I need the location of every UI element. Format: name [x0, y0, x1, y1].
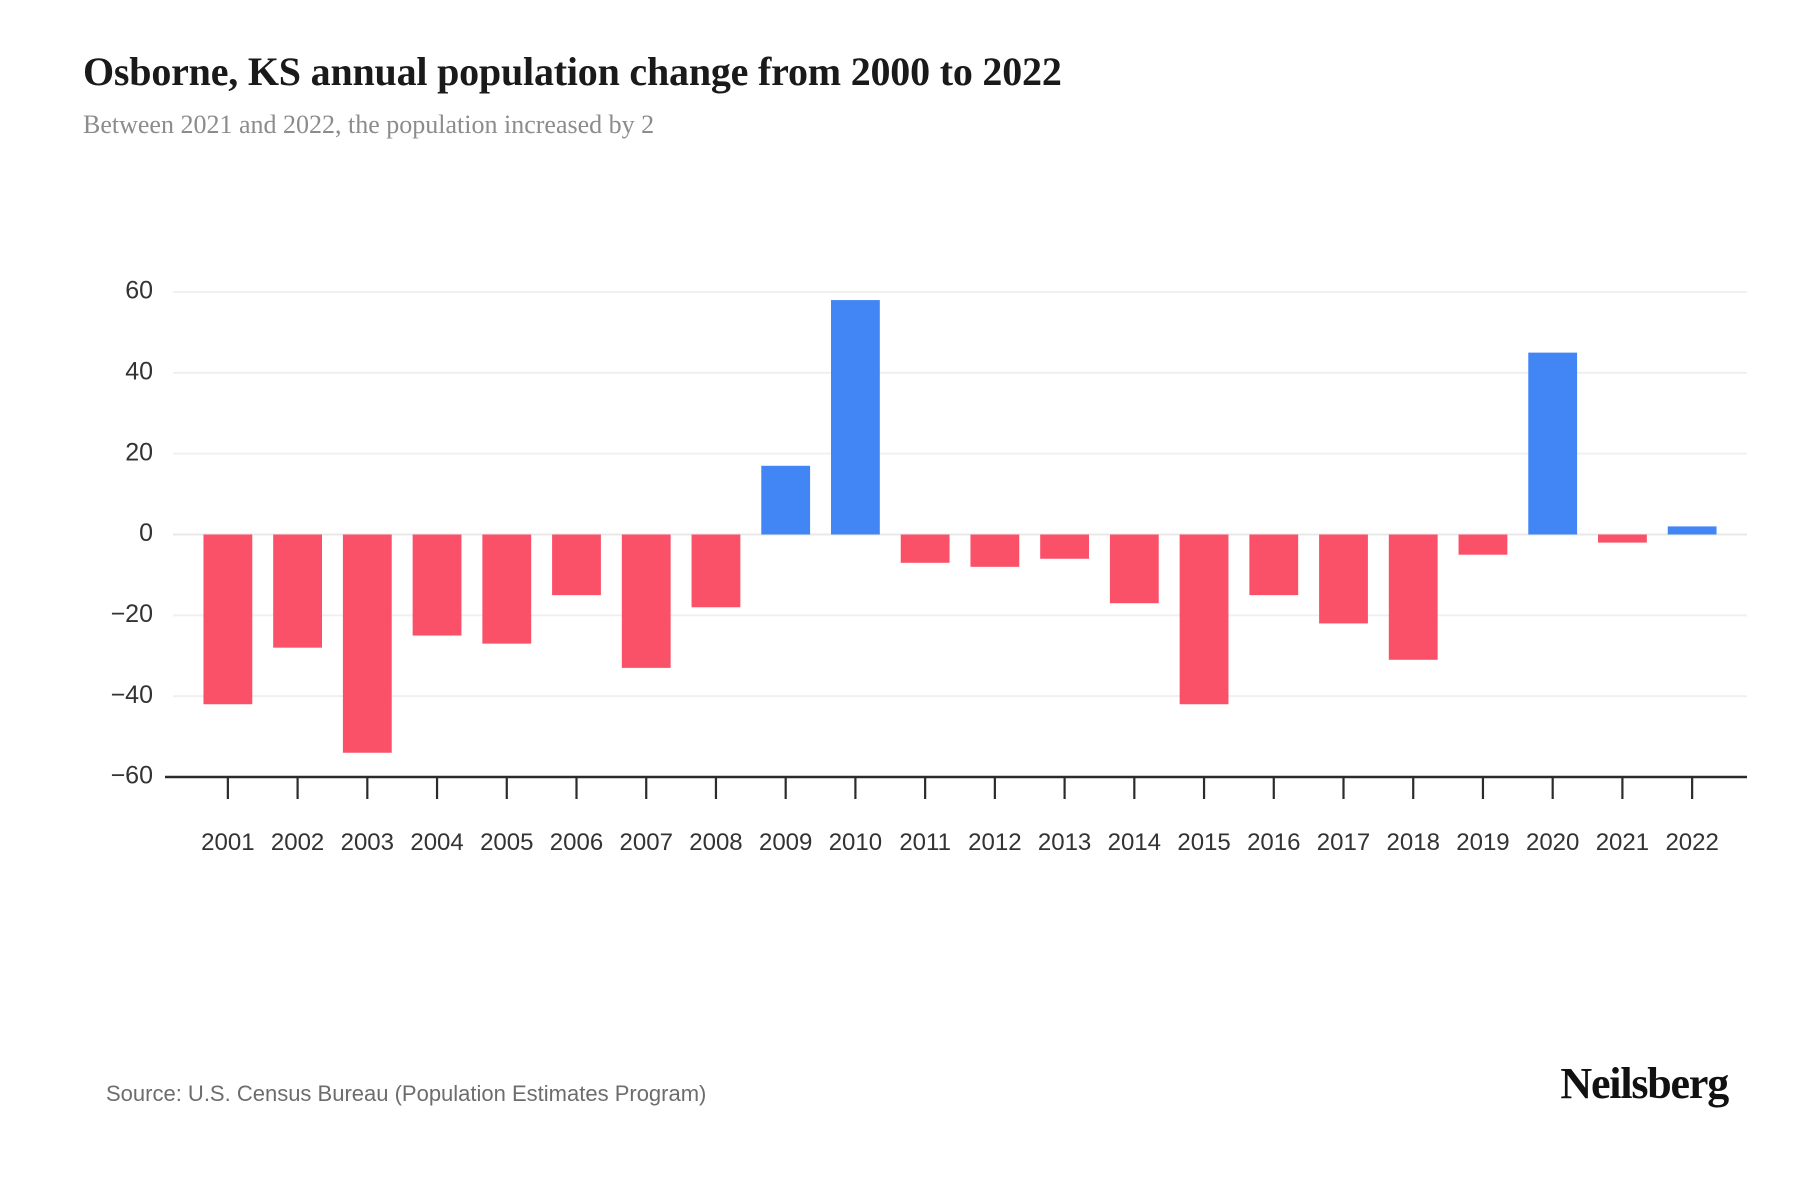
y-axis-tick-label: 0	[139, 519, 153, 547]
x-axis-tick-label: 2019	[1456, 829, 1509, 856]
bar[interactable]	[1667, 526, 1717, 535]
bar[interactable]	[761, 465, 811, 535]
bar[interactable]	[1109, 534, 1159, 604]
x-axis-tick-label: 2021	[1596, 829, 1649, 856]
y-axis-tick-label: −20	[111, 600, 153, 628]
bar[interactable]	[552, 534, 601, 596]
x-axis-tick-label: 2004	[410, 829, 463, 856]
y-axis-tick-label: 60	[125, 277, 153, 305]
bar[interactable]	[342, 534, 392, 753]
bar[interactable]	[1040, 534, 1089, 559]
y-axis-tick-label: 20	[125, 438, 153, 466]
bar[interactable]	[1249, 534, 1299, 596]
x-axis-tick-label: 2002	[271, 829, 324, 856]
x-axis-tick-label: 2011	[899, 829, 951, 856]
bar[interactable]	[691, 534, 741, 608]
x-axis-tick-label: 2010	[829, 829, 882, 856]
bar[interactable]	[1179, 534, 1229, 705]
bar[interactable]	[1388, 534, 1438, 660]
x-axis-tick-label: 2006	[550, 829, 603, 856]
y-axis-tick-label: 40	[125, 357, 153, 385]
bar[interactable]	[831, 300, 880, 535]
bar[interactable]	[203, 534, 253, 705]
x-axis-tick-label: 2005	[480, 829, 533, 856]
x-axis-tick-label: 2007	[620, 829, 673, 856]
bar[interactable]	[482, 534, 532, 644]
bar[interactable]	[1598, 534, 1647, 543]
y-axis-tick-label: −60	[111, 762, 153, 790]
x-axis-tick-label: 2013	[1038, 829, 1091, 856]
x-axis-tick-label: 2014	[1108, 829, 1161, 856]
x-axis-tick-label: 2001	[201, 829, 254, 856]
source-note: Source: U.S. Census Bureau (Population E…	[106, 1081, 707, 1106]
bar[interactable]	[621, 534, 671, 668]
brand-logo: Neilsberg	[1560, 1059, 1729, 1108]
y-axis-tick-label: −40	[111, 681, 153, 709]
x-axis-tick-label: 2017	[1317, 829, 1370, 856]
chart-subtitle: Between 2021 and 2022, the population in…	[83, 110, 655, 140]
bar-chart: 60 40 20 0 −20 −40 −60 2001 2002 2003 2004 2005 2006…	[111, 277, 1747, 856]
x-axis-tick-label: 2022	[1665, 829, 1718, 856]
x-axis-tick-label: 2009	[759, 829, 812, 856]
x-axis-tick-label: 2018	[1387, 829, 1440, 856]
bar[interactable]	[1458, 534, 1508, 555]
bar[interactable]	[412, 534, 462, 636]
bar[interactable]	[1319, 534, 1368, 624]
chart-header: Osborne, KS annual population change fro…	[83, 48, 1723, 140]
x-axis-tick-label: 2020	[1526, 829, 1579, 856]
x-axis-tick-label: 2016	[1247, 829, 1300, 856]
bar[interactable]	[900, 534, 950, 563]
x-axis-tick-label: 2003	[341, 829, 394, 856]
bar[interactable]	[1528, 352, 1578, 535]
x-axis-tick-label: 2015	[1177, 829, 1230, 856]
bar[interactable]	[970, 534, 1020, 567]
page-title: Osborne, KS annual population change fro…	[83, 49, 1062, 94]
x-axis-tick-label: 2012	[968, 829, 1021, 856]
x-axis-tick-label: 2008	[689, 829, 742, 856]
bar[interactable]	[273, 534, 322, 648]
